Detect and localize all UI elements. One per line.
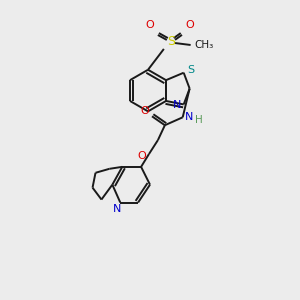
Text: O: O (141, 106, 149, 116)
Text: N: N (172, 100, 181, 110)
Text: O: O (146, 20, 154, 30)
Text: N: N (184, 112, 193, 122)
Text: O: O (185, 20, 194, 30)
Text: O: O (138, 151, 146, 161)
Text: S: S (167, 34, 175, 47)
Text: H: H (195, 115, 203, 125)
Text: N: N (113, 204, 122, 214)
Text: S: S (187, 65, 194, 75)
Text: CH₃: CH₃ (195, 40, 214, 50)
